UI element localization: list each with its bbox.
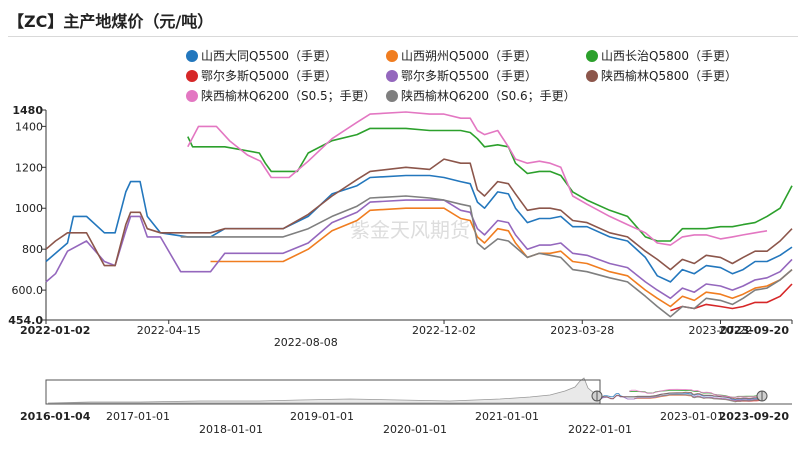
legend-swatch — [586, 49, 598, 62]
navigator-tick-label: 2017-01-01 — [106, 410, 170, 423]
navigator-series — [597, 388, 763, 403]
legend-label: 陕西榆林Q5800（手更） — [601, 69, 737, 83]
legend-label: 山西长治Q5800（手更） — [601, 49, 737, 63]
legend-swatch — [186, 69, 198, 82]
navigator-tick-label: 2023-09-20 — [719, 410, 790, 423]
navigator-tick-label: 2016-01-04 — [20, 410, 91, 423]
navigator-handle-right[interactable] — [756, 390, 768, 402]
legend-item[interactable]: 陕西榆林Q6200（S0.5；手更） — [186, 87, 376, 104]
navigator-handle-left[interactable] — [591, 390, 603, 402]
series-layer — [45, 111, 793, 318]
timeline-navigator[interactable]: 2016-01-04 2017-01-01 2019-01-01 2021-01-01… — [20, 377, 792, 436]
y-tick-label: 600.0 — [12, 284, 44, 297]
series-line — [180, 195, 793, 318]
navigator-history-area — [47, 377, 601, 404]
navigator-series-line — [628, 388, 757, 398]
legend-item[interactable]: 陕西榆林Q6200（S0.6；手更） — [386, 87, 576, 104]
y-axis-ticks: 454.0 600.0 800 1000 1200 1400 1480 — [8, 104, 46, 327]
title-divider — [8, 36, 798, 37]
legend-label: 山西朔州Q5000（手更） — [401, 49, 537, 63]
x-axis-ticks: 2022-01-02 2022-04-15 2022-12-02 2023-03-28… — [20, 320, 793, 349]
y-tick-label: 1400 — [15, 120, 43, 133]
y-tick-label: 1200 — [15, 161, 43, 174]
x-tick-label: 2023-09-20 — [719, 324, 790, 337]
legend-swatch — [386, 89, 398, 102]
legend-swatch — [186, 89, 198, 102]
plot-area: 紫金天风期货 454.0 600.0 800 1000 1200 1400 1480 202… — [8, 104, 793, 349]
legend-swatch — [386, 69, 398, 82]
legend-label: 陕西榆林Q6200（S0.5；手更） — [201, 89, 376, 103]
legend-item[interactable]: 鄂尔多斯Q5000（手更） — [186, 67, 337, 84]
series-line — [45, 174, 793, 283]
y-tick-label: 1480 — [12, 104, 43, 117]
watermark: 紫金天风期货 — [350, 218, 470, 242]
series-line — [187, 127, 793, 242]
series-line — [210, 207, 793, 308]
navigator-tick-label: 2023-01-01 — [660, 410, 724, 423]
navigator-series-line — [627, 393, 763, 403]
legend-label: 鄂尔多斯Q5000（手更） — [201, 69, 337, 83]
legend-swatch — [586, 69, 598, 82]
x-tick-label: 2023-03-28 — [550, 324, 614, 337]
navigator-ticks: 2016-01-04 2017-01-01 2019-01-01 2021-01-01… — [20, 410, 789, 436]
navigator-series-line — [597, 392, 763, 401]
navigator-tick-label: 2018-01-01 — [199, 423, 263, 436]
y-tick-label: 454.0 — [8, 314, 43, 327]
legend-item[interactable]: 鄂尔多斯Q5500（手更） — [386, 67, 537, 84]
y-tick-label: 800 — [22, 243, 43, 256]
legend-label: 山西大同Q5500（手更） — [201, 49, 337, 63]
legend-item[interactable]: 陕西榆林Q5800（手更） — [586, 67, 737, 84]
navigator-tick-label: 2022-01-01 — [568, 423, 632, 436]
x-tick-label: 2022-01-02 — [20, 324, 90, 337]
y-tick-label: 1000 — [15, 202, 43, 215]
series-line — [45, 158, 793, 271]
legend-label: 陕西榆林Q6200（S0.6；手更） — [401, 89, 576, 103]
x-tick-label: 2022-08-08 — [274, 336, 338, 349]
legend-swatch — [186, 49, 198, 62]
legend-swatch — [386, 49, 398, 62]
legend-item[interactable]: 山西朔州Q5000（手更） — [386, 47, 537, 64]
series-line — [187, 111, 768, 246]
navigator-tick-label: 2020-01-01 — [383, 423, 447, 436]
legend-item[interactable]: 山西大同Q5500（手更） — [186, 47, 337, 64]
series-line — [45, 199, 793, 300]
legend-item[interactable]: 山西长治Q5800（手更） — [586, 47, 737, 64]
x-tick-label: 2022-12-02 — [412, 324, 476, 337]
navigator-tick-label: 2019-01-01 — [290, 410, 354, 423]
chart-title: 【ZC】主产地煤价（元/吨） — [8, 12, 214, 31]
navigator-series-line — [597, 391, 763, 400]
x-tick-label: 2022-04-15 — [137, 324, 201, 337]
chart-legend: 山西大同Q5500（手更） 山西朔州Q5000（手更） 山西长治Q5800（手更） 鄂… — [0, 45, 806, 105]
x-tick-label: 2023-07-22 — [689, 324, 753, 337]
legend-label: 鄂尔多斯Q5500（手更） — [401, 69, 537, 83]
navigator-tick-label: 2021-01-01 — [475, 410, 539, 423]
